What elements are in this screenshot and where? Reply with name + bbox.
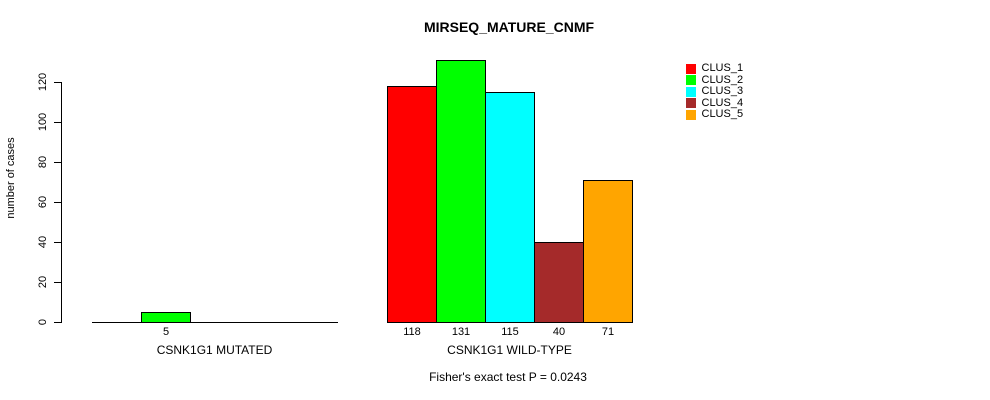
y-axis-tick	[54, 122, 61, 123]
bar-clus_4	[534, 242, 584, 323]
legend-swatch	[686, 109, 696, 120]
y-axis-title: number of cases	[5, 137, 17, 219]
bar-value-label: 118	[403, 326, 421, 338]
bar-clus_2	[436, 60, 486, 323]
y-axis-line	[61, 82, 62, 323]
bar-value-label: 5	[162, 326, 170, 338]
y-axis-tick	[54, 282, 61, 283]
bar-value-label: 71	[601, 326, 615, 338]
y-axis-tick-label: 80	[37, 155, 49, 169]
legend-label: CLUS_4	[701, 96, 744, 109]
y-axis-tick-label: 20	[37, 275, 49, 289]
group-label: CSNK1G1 MUTATED	[156, 343, 273, 357]
legend-swatch	[686, 86, 696, 97]
group-baseline	[92, 322, 338, 323]
legend-swatch	[686, 63, 696, 74]
bar-value-label: 115	[501, 326, 519, 338]
bar-clus_1	[387, 86, 437, 323]
bar-clus_2	[141, 312, 191, 323]
group-label: CSNK1G1 WILD-TYPE	[447, 343, 572, 357]
legend-label: CLUS_1	[701, 62, 744, 74]
y-axis-tick-label: 100	[37, 112, 49, 132]
y-axis-tick-label: 60	[37, 195, 49, 209]
legend-swatch	[686, 98, 696, 108]
y-axis-tick-label: 0	[37, 318, 49, 326]
bar-clus_5	[583, 180, 633, 323]
footnote-text: Fisher's exact test P = 0.0243	[429, 370, 587, 384]
y-axis-tick	[54, 242, 61, 243]
y-axis-tick-label: 40	[37, 235, 49, 249]
y-axis-tick	[54, 162, 61, 163]
bar-value-label: 131	[451, 326, 471, 338]
bar-value-label: 40	[552, 326, 566, 338]
y-axis-tick-label: 120	[37, 72, 49, 92]
legend-swatch	[686, 75, 696, 85]
legend-label: CLUS_5	[701, 108, 744, 120]
chart-title: MIRSEQ_MATURE_CNMF	[423, 19, 595, 35]
y-axis-tick	[54, 82, 61, 83]
legend-label: CLUS_2	[701, 73, 744, 86]
legend-label: CLUS_3	[701, 85, 744, 97]
y-axis-tick	[54, 322, 61, 323]
bar-clus_3	[485, 92, 535, 323]
y-axis-tick	[54, 202, 61, 203]
